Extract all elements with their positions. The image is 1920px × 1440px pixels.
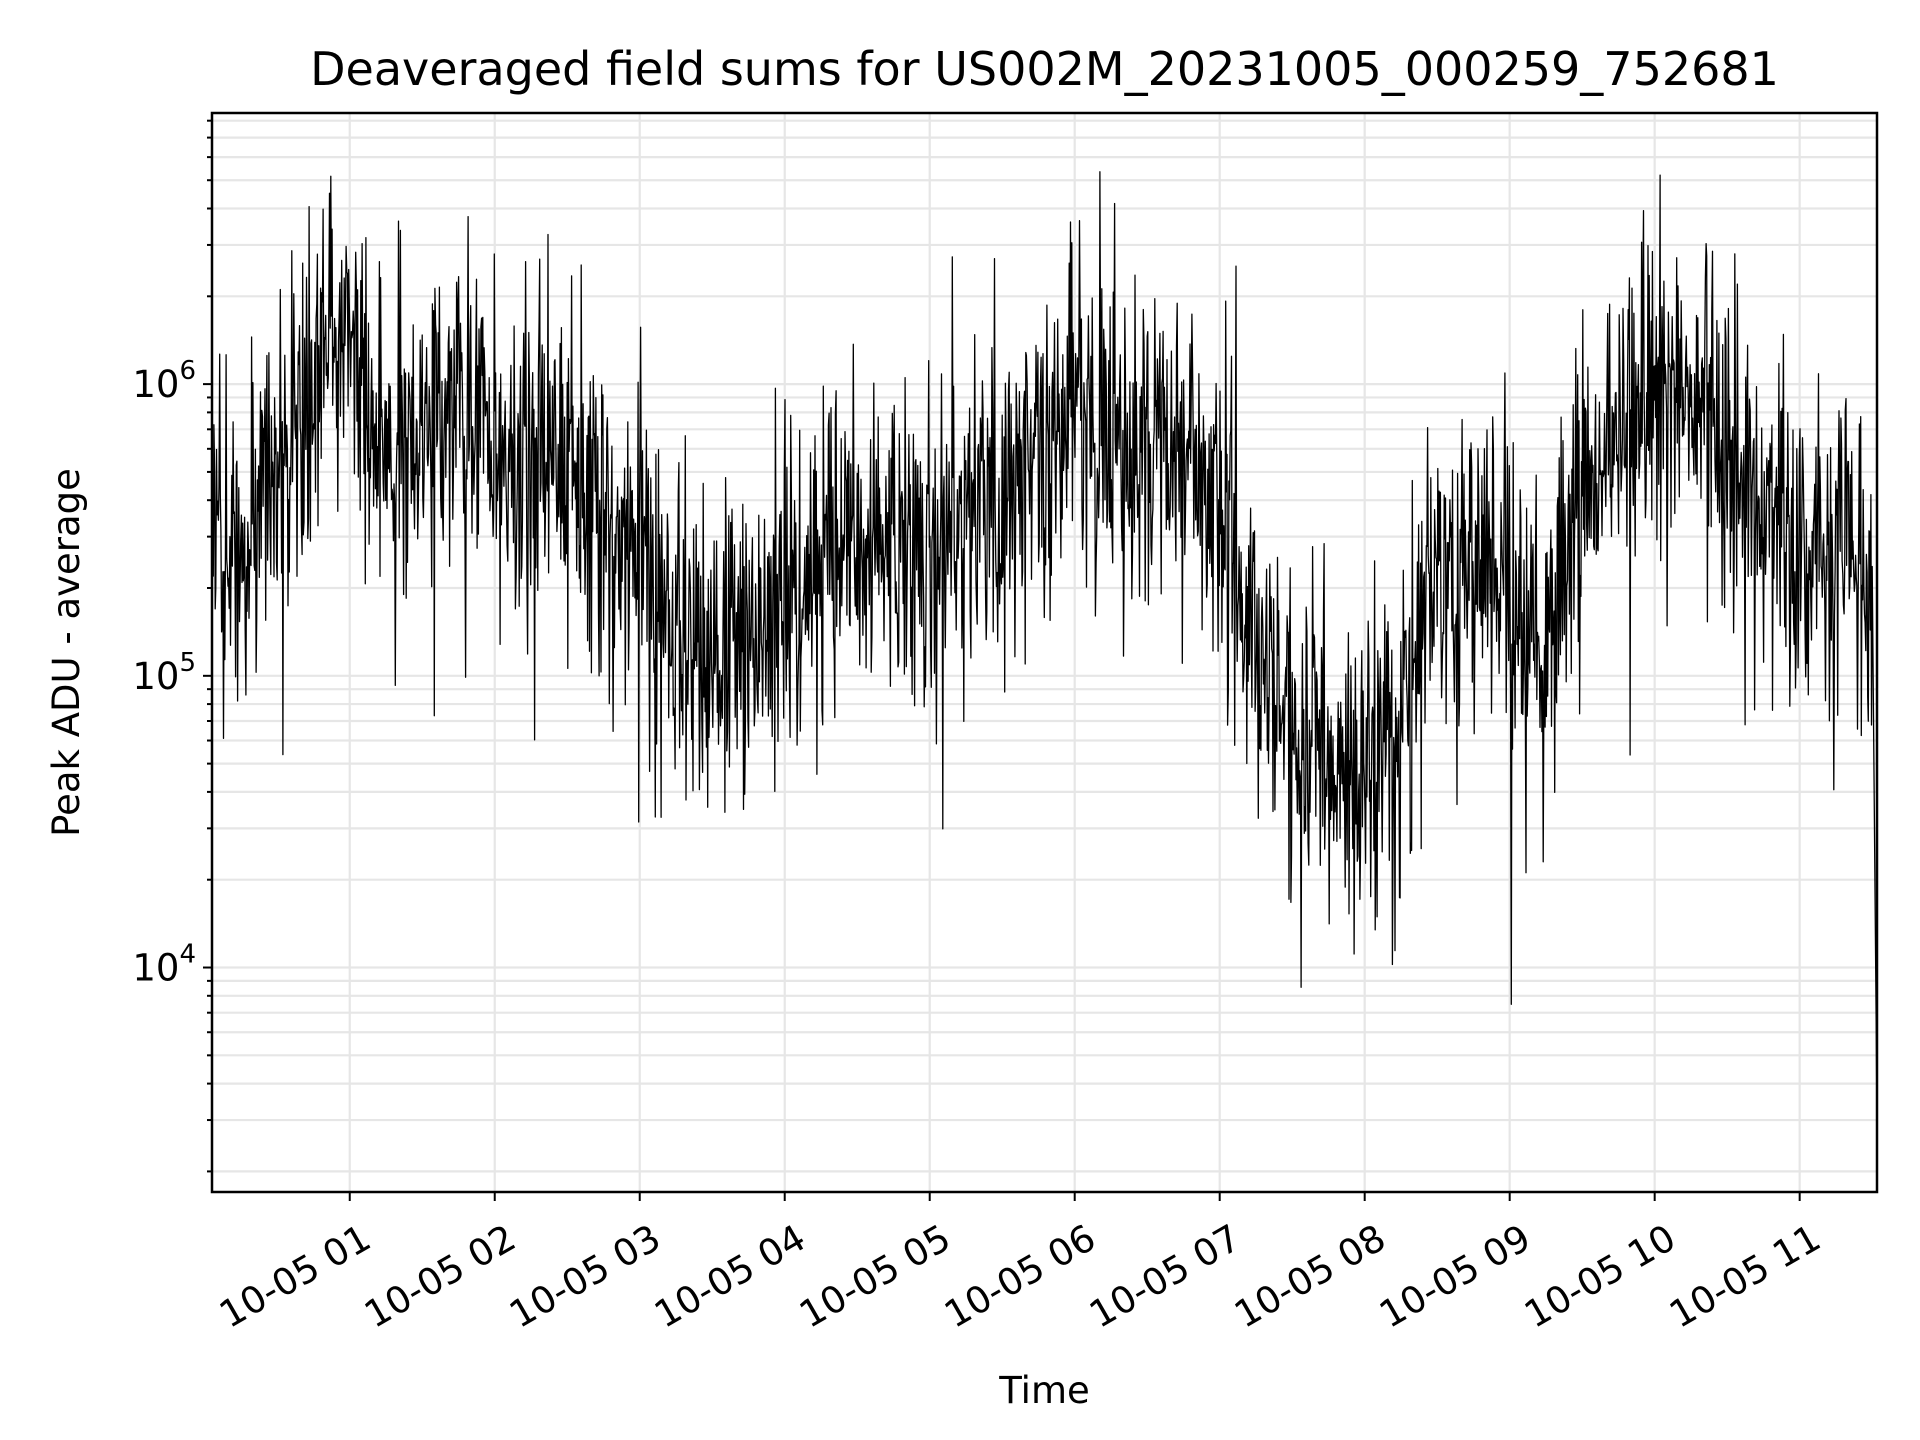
x-tick-label: 10-05 11 xyxy=(1662,1216,1828,1336)
x-tick-label: 10-05 10 xyxy=(1517,1216,1683,1336)
x-tick-label: 10-05 09 xyxy=(1372,1216,1538,1336)
x-tick-label: 10-05 06 xyxy=(937,1216,1103,1336)
x-tick-label: 10-05 05 xyxy=(792,1216,958,1336)
plot-area-frame xyxy=(210,111,1879,1194)
y-tick-label: 104 xyxy=(132,940,196,990)
x-tick-label: 10-05 01 xyxy=(212,1216,378,1336)
series-layer xyxy=(211,171,1878,1121)
x-axis-label: Time xyxy=(998,1369,1090,1412)
x-tick-label: 10-05 08 xyxy=(1227,1216,1393,1336)
x-tick-label: 10-05 04 xyxy=(647,1216,813,1336)
x-tick-label: 10-05 03 xyxy=(502,1216,668,1336)
grid-layer xyxy=(212,113,1877,1192)
y-tick-label: 105 xyxy=(132,648,196,698)
x-tick-label: 10-05 07 xyxy=(1082,1216,1248,1336)
chart-title: Deaveraged field sums for US002M_2023100… xyxy=(310,42,1779,96)
y-tick-label: 106 xyxy=(132,356,196,406)
series-line xyxy=(211,171,1878,1121)
x-tick-label: 10-05 02 xyxy=(357,1216,523,1336)
y-axis-label: Peak ADU - average xyxy=(45,468,88,837)
